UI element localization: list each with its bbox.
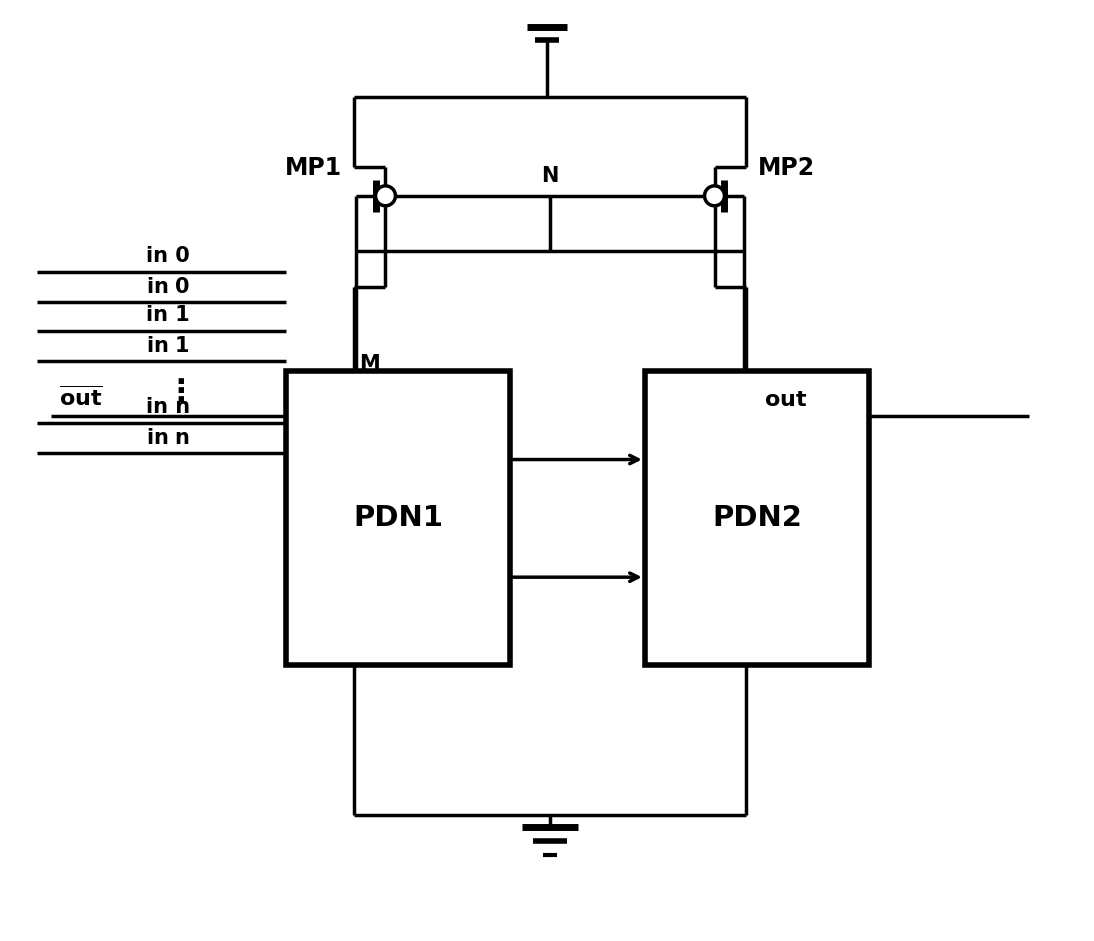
Text: ⋮: ⋮ bbox=[166, 377, 196, 407]
Text: MP2: MP2 bbox=[758, 156, 815, 180]
Text: $\mathbf{\overline{in\ 0}}$: $\mathbf{\overline{in\ 0}}$ bbox=[147, 272, 191, 297]
Text: in n: in n bbox=[147, 397, 190, 417]
Circle shape bbox=[375, 185, 395, 206]
Circle shape bbox=[705, 185, 724, 206]
Text: MP1: MP1 bbox=[284, 156, 341, 180]
Bar bbox=[644, 372, 869, 665]
Text: PDN1: PDN1 bbox=[353, 504, 443, 533]
Text: in 0: in 0 bbox=[147, 246, 190, 265]
Text: $\mathbf{out}$: $\mathbf{out}$ bbox=[765, 391, 807, 410]
Text: PDN2: PDN2 bbox=[712, 504, 802, 533]
Text: N: N bbox=[542, 166, 559, 185]
Text: in 1: in 1 bbox=[147, 306, 190, 326]
Text: $\mathbf{\overline{in\ n}}$: $\mathbf{\overline{in\ n}}$ bbox=[147, 423, 191, 449]
Text: M: M bbox=[360, 354, 381, 375]
Bar bbox=[286, 372, 510, 665]
Text: $\mathbf{\overline{out}}$: $\mathbf{\overline{out}}$ bbox=[59, 386, 103, 410]
Text: $\mathbf{\overline{in\ 1}}$: $\mathbf{\overline{in\ 1}}$ bbox=[147, 332, 191, 358]
